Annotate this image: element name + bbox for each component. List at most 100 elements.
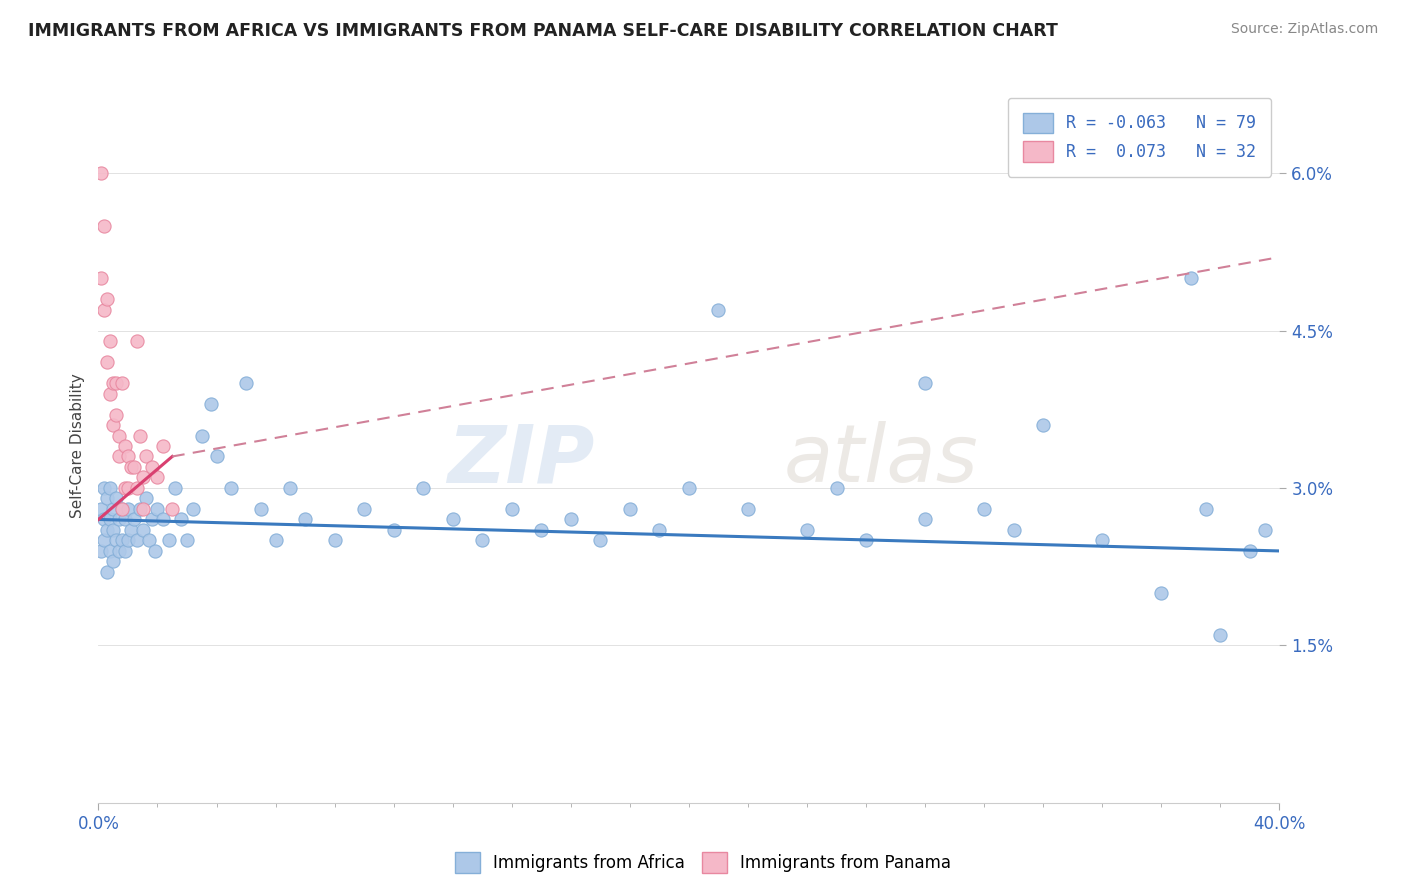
Point — [855, 533, 877, 548]
Point — [122, 460, 145, 475]
Point — [914, 376, 936, 390]
Point — [98, 334, 121, 348]
Text: atlas: atlas — [783, 421, 979, 500]
Point — [619, 502, 641, 516]
Point — [105, 408, 128, 422]
Point — [914, 512, 936, 526]
Point — [90, 166, 112, 180]
Point — [678, 481, 700, 495]
Point — [98, 544, 121, 558]
Point — [132, 470, 155, 484]
Point — [181, 502, 204, 516]
Point — [93, 512, 115, 526]
Point — [205, 450, 228, 464]
Text: Source: ZipAtlas.com: Source: ZipAtlas.com — [1230, 22, 1378, 37]
Point — [157, 533, 180, 548]
Point — [412, 481, 434, 495]
Point — [98, 512, 121, 526]
Point — [294, 512, 316, 526]
Point — [1091, 533, 1114, 548]
Point — [111, 533, 134, 548]
Point — [589, 533, 612, 548]
Point — [105, 376, 128, 390]
Point — [117, 533, 139, 548]
Point — [90, 502, 112, 516]
Point — [103, 417, 125, 432]
Point — [707, 302, 730, 317]
Point — [235, 376, 257, 390]
Point — [141, 512, 163, 526]
Point — [200, 397, 222, 411]
Point — [1150, 586, 1173, 600]
Point — [98, 481, 121, 495]
Point — [96, 491, 118, 506]
Point — [471, 533, 494, 548]
Point — [96, 565, 118, 579]
Point — [1032, 417, 1054, 432]
Point — [125, 334, 148, 348]
Point — [103, 554, 125, 568]
Point — [103, 523, 125, 537]
Point — [530, 523, 553, 537]
Point — [103, 376, 125, 390]
Point — [125, 533, 148, 548]
Point — [221, 481, 243, 495]
Point — [90, 271, 112, 285]
Point — [122, 512, 145, 526]
Point — [114, 439, 136, 453]
Point — [1180, 271, 1202, 285]
Point — [264, 533, 287, 548]
Point — [93, 481, 115, 495]
Point — [191, 428, 214, 442]
Point — [98, 386, 121, 401]
Point — [125, 481, 148, 495]
Point — [117, 502, 139, 516]
Point — [111, 502, 134, 516]
Point — [105, 491, 128, 506]
Y-axis label: Self-Care Disability: Self-Care Disability — [69, 374, 84, 518]
Point — [280, 481, 302, 495]
Legend: Immigrants from Africa, Immigrants from Panama: Immigrants from Africa, Immigrants from … — [449, 846, 957, 880]
Point — [93, 533, 115, 548]
Point — [382, 523, 405, 537]
Point — [117, 481, 139, 495]
Point — [1254, 523, 1277, 537]
Point — [108, 450, 131, 464]
Point — [165, 481, 187, 495]
Point — [1239, 544, 1261, 558]
Point — [96, 355, 118, 369]
Point — [796, 523, 818, 537]
Legend: R = -0.063   N = 79, R =  0.073   N = 32: R = -0.063 N = 79, R = 0.073 N = 32 — [1008, 97, 1271, 177]
Point — [108, 428, 131, 442]
Point — [737, 502, 759, 516]
Point — [117, 450, 139, 464]
Point — [135, 450, 157, 464]
Point — [162, 502, 183, 516]
Point — [353, 502, 375, 516]
Point — [170, 512, 193, 526]
Point — [648, 523, 671, 537]
Point — [152, 439, 174, 453]
Point — [90, 544, 112, 558]
Point — [120, 523, 142, 537]
Point — [560, 512, 582, 526]
Point — [1002, 523, 1025, 537]
Point — [323, 533, 346, 548]
Point — [96, 523, 118, 537]
Point — [132, 523, 155, 537]
Text: IMMIGRANTS FROM AFRICA VS IMMIGRANTS FROM PANAMA SELF-CARE DISABILITY CORRELATIO: IMMIGRANTS FROM AFRICA VS IMMIGRANTS FRO… — [28, 22, 1057, 40]
Point — [135, 491, 157, 506]
Point — [152, 512, 174, 526]
Point — [93, 302, 115, 317]
Point — [141, 460, 163, 475]
Point — [114, 512, 136, 526]
Point — [105, 533, 128, 548]
Point — [108, 512, 131, 526]
Point — [103, 502, 125, 516]
Point — [146, 470, 169, 484]
Point — [128, 428, 150, 442]
Point — [176, 533, 198, 548]
Point — [143, 544, 166, 558]
Point — [108, 544, 131, 558]
Point — [132, 502, 155, 516]
